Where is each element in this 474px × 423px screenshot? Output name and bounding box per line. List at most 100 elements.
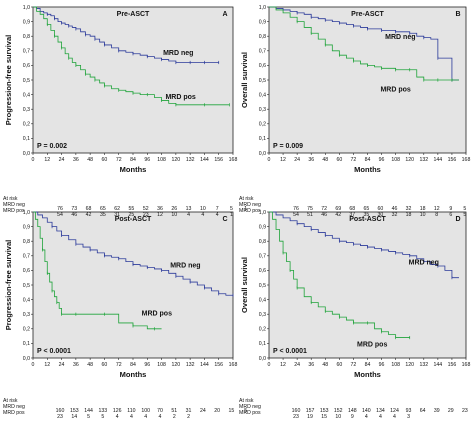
at-risk-cell: 35 <box>99 212 106 218</box>
at-risk-cell: 35 <box>363 212 370 218</box>
at-risk-cell: 60 <box>377 206 384 212</box>
at-risk-cell: 26 <box>171 206 178 212</box>
y-tick-label: 0,6 <box>23 268 30 274</box>
at-risk-cell: 13 <box>185 206 192 212</box>
at-risk-cell: 31 <box>114 212 121 218</box>
at-risk-cell: 5 <box>463 206 467 212</box>
x-tick-label: 72 <box>116 362 122 368</box>
x-tick-label: 96 <box>144 362 150 368</box>
y-tick-label: 0,6 <box>259 268 266 274</box>
y-axis-title: Progression-free survival <box>4 240 13 330</box>
at-risk-cell: 4 <box>144 414 148 420</box>
at-risk-cell: 93 <box>405 408 412 414</box>
at-risk-header: At risk <box>3 196 18 202</box>
at-risk-cell: 18 <box>405 212 412 218</box>
at-risk-cell: 100 <box>141 408 151 414</box>
series-label-mrd-neg: MRD neg <box>385 34 415 41</box>
x-tick-label: 132 <box>186 362 195 368</box>
at-risk-cell: 9 <box>350 414 354 420</box>
at-risk-header: At risk <box>239 196 254 202</box>
y-tick-label: 0,3 <box>259 312 266 318</box>
at-risk-cell: 73 <box>71 206 78 212</box>
at-risk-cell: 4 <box>129 414 133 420</box>
p-value-label: P < 0.0001 <box>273 348 307 355</box>
at-risk-cell: 39 <box>433 408 440 414</box>
at-risk-cell: 76 <box>293 206 299 212</box>
at-risk-label-pos: MRD pos <box>3 410 25 416</box>
at-risk-cell: 10 <box>335 414 342 420</box>
at-risk-cell: 46 <box>391 206 398 212</box>
at-risk-row-mrd-neg: MRD neg 76 75 72 69 68 65 60 46 32 18 12 9 5 <box>239 202 466 212</box>
x-tick-label: 12 <box>44 157 50 163</box>
y-tick-label: 0,5 <box>259 78 266 84</box>
at-risk-cell: 32 <box>405 206 412 212</box>
y-tick-label: 0,0 <box>23 356 30 362</box>
at-risk-cell: 144 <box>84 408 93 414</box>
at-risk-cell: 15 <box>321 414 328 420</box>
chart-panel-a: 0,0 0,1 0,2 0,3 0,4 0,5 0,6 0,7 0,8 0,9 1,0 0 12 24 36… <box>4 5 237 174</box>
at-risk-cell: 46 <box>71 212 78 218</box>
y-tick-label: 0,2 <box>23 122 30 128</box>
p-value-label: P = 0.002 <box>37 143 67 150</box>
y-tick-label: 0,4 <box>23 92 30 98</box>
at-risk-label-neg: MRD neg <box>239 202 261 208</box>
at-risk-header: At risk <box>239 398 254 404</box>
y-tick-label: 0,1 <box>259 341 266 347</box>
at-risk-cell: 1 <box>244 206 248 212</box>
at-risk-cell: 2 <box>187 414 190 420</box>
at-risk-row-mrd-neg: MRD neg 160 153 144 133 126 110 100 70 51 31 24 20 15… <box>3 404 247 414</box>
x-tick-label: 48 <box>87 157 93 163</box>
at-risk-cell: 133 <box>98 408 108 414</box>
y-tick-label: 0,7 <box>23 49 30 55</box>
x-tick-label: 48 <box>322 157 328 163</box>
x-tick-label: 144 <box>434 362 443 368</box>
x-tick-label: 156 <box>448 157 457 163</box>
at-risk-cell: 153 <box>69 408 79 414</box>
at-risk-cell: 36 <box>157 206 163 212</box>
at-risk-cell: 12 <box>157 212 163 218</box>
y-tick-label: 1,0 <box>259 210 266 216</box>
at-risk-cell: 126 <box>112 408 122 414</box>
at-risk-label-neg: MRD neg <box>239 404 261 410</box>
series-label-mrd-pos: MRD pos <box>142 311 172 318</box>
y-tick-label: 0,8 <box>23 239 30 245</box>
at-risk-cell: 4 <box>158 414 162 420</box>
x-axis-title: Months <box>120 165 147 174</box>
series-label-mrd-neg: MRD neg <box>163 50 193 57</box>
series-label-mrd-neg: MRD neg <box>409 260 439 267</box>
at-risk-cell: 8 <box>435 212 439 218</box>
at-risk-cell: 68 <box>349 206 356 212</box>
at-risk-cell: 134 <box>376 408 385 414</box>
x-tick-label: 12 <box>44 362 50 368</box>
at-risk-cell: 23 <box>57 414 63 420</box>
x-tick-label: 132 <box>419 362 428 368</box>
at-risk-cell: 7 <box>215 206 219 212</box>
x-axis-title: Months <box>354 165 381 174</box>
y-tick-label: 0,5 <box>259 283 266 289</box>
x-tick-label: 36 <box>73 157 79 163</box>
y-axis-title: Progression-free survival <box>4 35 13 125</box>
y-tick-label: 0,0 <box>259 151 266 157</box>
at-risk-cell: 24 <box>199 408 206 414</box>
at-risk-cell: 64 <box>419 408 426 414</box>
y-tick-label: 0,8 <box>23 34 30 40</box>
x-axis-title: Months <box>120 370 147 379</box>
at-risk-cell: 42 <box>85 212 92 218</box>
panel-title: Pre-ASCT <box>117 11 150 18</box>
x-tick-label: 132 <box>419 157 428 163</box>
x-tick-label: 24 <box>294 157 300 163</box>
x-tick-label: 120 <box>405 362 414 368</box>
at-risk-cell: 148 <box>347 408 357 414</box>
plot-area <box>32 6 234 154</box>
km-curve-mrd-neg <box>269 211 459 279</box>
km-curve-mrd-pos <box>33 211 162 330</box>
y-axis-title: Overall survival <box>240 257 249 313</box>
x-tick-label: 24 <box>59 157 65 163</box>
series-label-mrd-pos: MRD pos <box>357 341 387 348</box>
y-tick-label: 0,4 <box>23 297 30 303</box>
at-risk-cell: 42 <box>335 212 342 218</box>
x-tick-label: 0 <box>268 362 271 368</box>
x-tick-label: 84 <box>130 362 136 368</box>
at-risk-cell: 10 <box>171 212 178 218</box>
at-risk-cell: 10 <box>419 212 426 218</box>
